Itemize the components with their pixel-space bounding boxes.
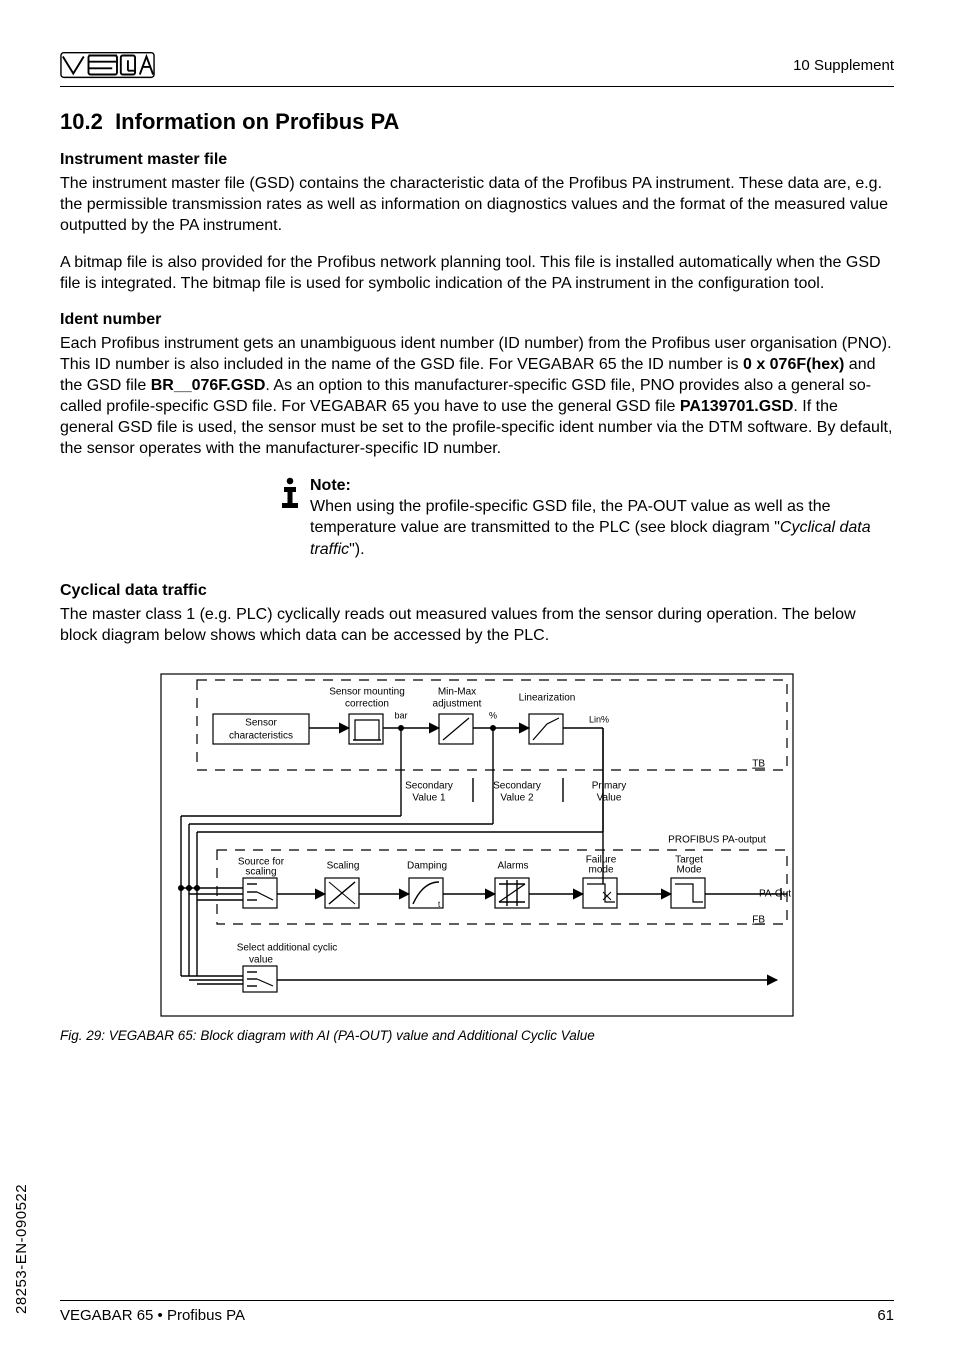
svg-text:Linearization: Linearization — [519, 693, 576, 704]
section-title: 10.2 Information on Profibus PA — [60, 109, 894, 135]
svg-text:Scaling: Scaling — [327, 861, 360, 872]
svg-text:Min-Max: Min-Max — [438, 687, 476, 698]
svg-text:Secondary: Secondary — [493, 781, 541, 792]
footer-page: 61 — [877, 1307, 894, 1324]
doc-code-vertical: 28253-EN-090522 — [13, 1184, 30, 1314]
chapter-label: 10 Supplement — [793, 57, 894, 74]
svg-text:adjustment: adjustment — [433, 699, 482, 710]
svg-text:%: % — [489, 710, 497, 720]
svg-text:Damping: Damping — [407, 861, 447, 872]
svg-text:mode: mode — [588, 865, 613, 876]
subhead-instrument-master-file: Instrument master file — [60, 151, 894, 169]
svg-text:TB: TB — [752, 759, 765, 770]
svg-text:Sensor: Sensor — [245, 718, 277, 729]
block-diagram: TB Sensor characteristics Sensor mountingco… — [60, 670, 894, 1020]
svg-text:value: value — [249, 955, 273, 966]
svg-text:Secondary: Secondary — [405, 781, 453, 792]
svg-text:Mode: Mode — [676, 865, 701, 876]
svg-text:scaling: scaling — [245, 867, 276, 878]
svg-text:Primary: Primary — [592, 781, 626, 792]
para-imf-1: The instrument master file (GSD) contain… — [60, 173, 894, 236]
svg-text:Value: Value — [597, 793, 622, 804]
subhead-ident-number: Ident number — [60, 311, 894, 329]
para-imf-2: A bitmap file is also provided for the P… — [60, 252, 894, 294]
brand-logo — [60, 50, 155, 80]
para-ident: Each Profibus instrument gets an unambig… — [60, 333, 894, 460]
svg-text:FB: FB — [752, 915, 765, 926]
svg-text:bar: bar — [394, 710, 407, 720]
svg-text:Select additional cyclic: Select additional cyclic — [237, 943, 338, 954]
svg-text:Alarms: Alarms — [497, 861, 528, 872]
info-icon — [280, 477, 300, 514]
svg-text:Value 1: Value 1 — [412, 793, 446, 804]
svg-text:PROFIBUS PA-output: PROFIBUS PA-output — [668, 835, 766, 846]
svg-text:Sensor mounting: Sensor mounting — [329, 687, 405, 698]
footer-left: VEGABAR 65 • Profibus PA — [60, 1307, 245, 1324]
figure-caption: Fig. 29: VEGABAR 65: Block diagram with … — [60, 1028, 894, 1043]
note-text: When using the profile-specific GSD file… — [310, 498, 871, 557]
note-block: Note: When using the profile-specific GS… — [280, 475, 894, 559]
svg-text:characteristics: characteristics — [229, 731, 293, 742]
note-label: Note: — [310, 475, 894, 496]
para-cyclical: The master class 1 (e.g. PLC) cyclically… — [60, 604, 894, 646]
svg-text:correction: correction — [345, 699, 389, 710]
subhead-cyclical: Cyclical data traffic — [60, 582, 894, 600]
svg-text:Value 2: Value 2 — [500, 793, 534, 804]
svg-text:Lin%: Lin% — [589, 714, 609, 724]
